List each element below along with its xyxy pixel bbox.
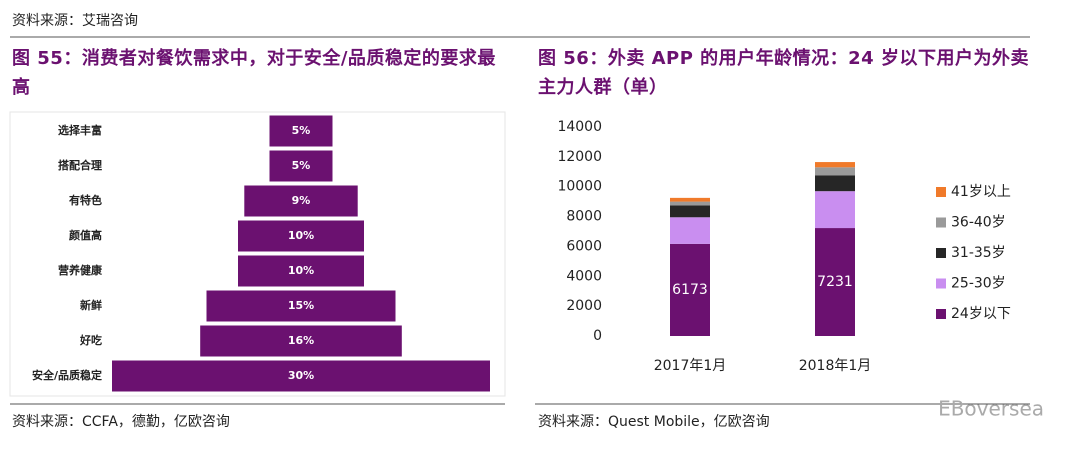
y-tick-label: 12000 — [557, 149, 602, 165]
y-tick-label: 安全/品质稳定 — [32, 368, 102, 382]
y-tick-label: 有特色 — [69, 193, 102, 207]
legend-swatch — [936, 278, 946, 289]
bar — [238, 255, 364, 287]
bar-segment — [670, 201, 710, 206]
legend-swatch — [936, 187, 946, 197]
chart-frame — [9, 111, 506, 397]
bar-segment — [815, 162, 855, 168]
y-tick-label: 好吃 — [79, 333, 102, 347]
bar-segment — [670, 205, 710, 218]
watermark: EBoversea — [938, 397, 1044, 421]
y-tick-label: 搭配合理 — [58, 158, 102, 172]
y-tick-label: 选择丰富 — [58, 123, 102, 137]
bar — [269, 150, 333, 182]
bar-segment — [815, 191, 855, 229]
bar-segment — [670, 197, 710, 202]
data-label: 5% — [292, 159, 311, 172]
data-label: 30% — [288, 369, 314, 382]
bar — [244, 185, 358, 217]
y-tick-label: 8000 — [566, 209, 602, 225]
y-tick-label: 颜值高 — [69, 228, 102, 242]
bar — [200, 325, 402, 357]
y-tick-label: 新鲜 — [80, 298, 102, 312]
data-label: 10% — [288, 229, 314, 242]
legend-label: 24岁以下 — [951, 306, 1011, 322]
y-tick-label: 2000 — [566, 298, 602, 314]
data-label: 10% — [288, 264, 314, 277]
data-label: 16% — [288, 334, 314, 347]
bar — [238, 220, 364, 252]
data-label: 15% — [288, 299, 314, 312]
y-tick-label: 0 — [593, 328, 602, 344]
legend-label: 31-35岁 — [951, 245, 1006, 261]
x-tick-label: 2017年1月 — [654, 358, 727, 374]
bar-segment — [670, 243, 710, 336]
data-label: 5% — [292, 124, 311, 137]
source: 资料来源：CCFA，德勤，亿欧咨询 — [12, 414, 230, 430]
legend-label: 41岁以上 — [951, 184, 1011, 200]
chart-title: 图 56：外卖 APP 的用户年龄情况：24 岁以下用户为外卖主力人群（单） — [538, 48, 1029, 98]
source: 资料来源：Quest Mobile，亿欧咨询 — [538, 414, 770, 430]
legend-label: 36-40岁 — [951, 215, 1006, 231]
bar-segment — [815, 167, 855, 176]
x-tick-label: 2018年1月 — [799, 358, 872, 374]
y-tick-label: 14000 — [557, 119, 602, 135]
data-label: 7231 — [817, 274, 853, 290]
legend-swatch — [936, 217, 946, 228]
header-source: 资料来源：艾瑞咨询 — [12, 13, 138, 29]
y-tick-label: 4000 — [566, 268, 602, 284]
bar-segment — [815, 175, 855, 192]
legend-swatch — [936, 309, 946, 319]
legend-swatch — [936, 248, 946, 258]
y-tick-label: 10000 — [557, 179, 602, 195]
chart-title: 图 55：消费者对餐饮需求中，对于安全/品质稳定的要求最高 — [12, 48, 496, 98]
y-tick-label: 营养健康 — [58, 263, 103, 277]
legend-label: 25-30岁 — [951, 276, 1006, 292]
bar — [206, 290, 396, 322]
bar — [112, 360, 490, 392]
y-tick-label: 6000 — [566, 238, 602, 254]
data-label: 6173 — [672, 282, 708, 298]
data-label: 9% — [292, 194, 311, 207]
bar — [269, 115, 333, 147]
bar-segment — [815, 228, 855, 336]
bar-segment — [670, 217, 710, 244]
